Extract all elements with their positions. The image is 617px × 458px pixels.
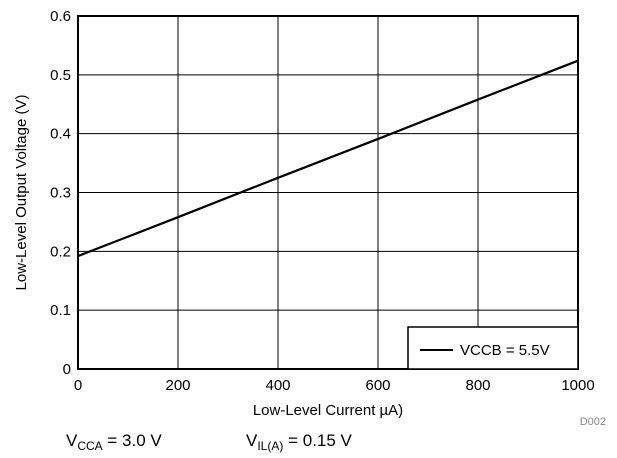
y-axis-title: Low-Level Output Voltage (V) (13, 95, 30, 291)
condition-vcca: VCCA = 3.0 V (66, 431, 162, 453)
condition-vil-value: = 0.15 V (283, 431, 352, 450)
series-lines (77, 59, 579, 258)
condition-vil-symbol: V (246, 431, 258, 450)
x-tick-labels: 0 200 400 600 800 1000 (74, 377, 595, 394)
y-tick-label: 0.5 (50, 67, 71, 84)
condition-vcca-subscript: CCA (77, 439, 102, 453)
series-line-0 (77, 59, 579, 258)
y-tick-label: 0 (63, 361, 71, 378)
figure-id: D002 (580, 416, 606, 428)
x-tick-label: 400 (265, 377, 290, 394)
grid-lines (78, 16, 578, 369)
condition-vil-subscript: IL(A) (257, 439, 283, 453)
x-tick-label: 600 (365, 377, 390, 394)
y-tick-label: 0.4 (50, 126, 71, 143)
condition-vcca-symbol: V (66, 431, 78, 450)
plot-frame (77, 15, 579, 370)
x-tick-label: 0 (74, 377, 82, 394)
condition-vil: VIL(A) = 0.15 V (246, 431, 353, 453)
legend-label: VCCB = 5.5V (460, 342, 550, 359)
y-tick-label: 0.1 (50, 302, 71, 319)
y-tick-label: 0.6 (50, 8, 71, 25)
y-tick-label: 0.3 (50, 185, 71, 202)
x-axis-title: Low-Level Current µA) (253, 402, 403, 419)
x-tick-label: 800 (465, 377, 490, 394)
x-tick-label: 1000 (561, 377, 594, 394)
legend-box (407, 326, 579, 370)
x-tick-label: 200 (165, 377, 190, 394)
legend: VCCB = 5.5V (407, 326, 579, 370)
y-tick-label: 0.2 (50, 243, 71, 260)
y-tick-labels: 0 0.1 0.2 0.3 0.4 0.5 0.6 (50, 8, 71, 378)
condition-vcca-value: = 3.0 V (103, 431, 163, 450)
